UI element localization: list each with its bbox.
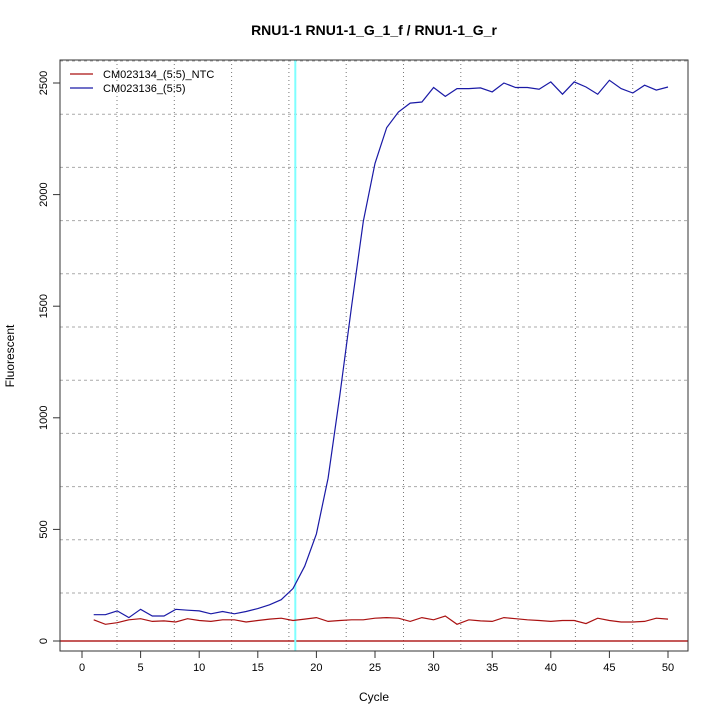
series-line-0: [93, 615, 669, 625]
grid: [60, 60, 688, 651]
series-line-1: [93, 79, 669, 619]
y-tick-label: 2000: [38, 182, 50, 206]
x-tick-label: 20: [310, 662, 322, 674]
x-tick-label: 30: [427, 662, 439, 674]
x-tick-label: 0: [79, 662, 85, 674]
legend: CM023134_(5:5)_NTC CM023136_(5:5): [70, 69, 214, 95]
x-tick-label: 25: [369, 662, 381, 674]
legend-label-1: CM023136_(5:5): [103, 83, 186, 95]
x-tick-label: 50: [662, 662, 674, 674]
plot-marks: [60, 60, 688, 651]
y-tick-label: 1500: [38, 294, 50, 318]
x-tick-label: 5: [138, 662, 144, 674]
y-tick-label: 2500: [38, 71, 50, 95]
x-tick-label: 45: [603, 662, 615, 674]
legend-label-0: CM023134_(5:5)_NTC: [103, 69, 214, 81]
x-tick-label: 35: [486, 662, 498, 674]
chart-title: RNU1-1 RNU1-1_G_1_f / RNU1-1_G_r: [251, 22, 497, 38]
y-tick-label: 1000: [38, 406, 50, 430]
x-axis-label: Cycle: [359, 690, 389, 704]
x-tick-label: 40: [545, 662, 557, 674]
plot-frame: [59, 59, 689, 652]
x-tick-label: 10: [193, 662, 205, 674]
y-axis-label: Fluorescent: [3, 324, 17, 387]
y-tick-label: 500: [38, 520, 50, 538]
y-tick-label: 0: [38, 638, 50, 644]
x-tick-label: 15: [252, 662, 264, 674]
